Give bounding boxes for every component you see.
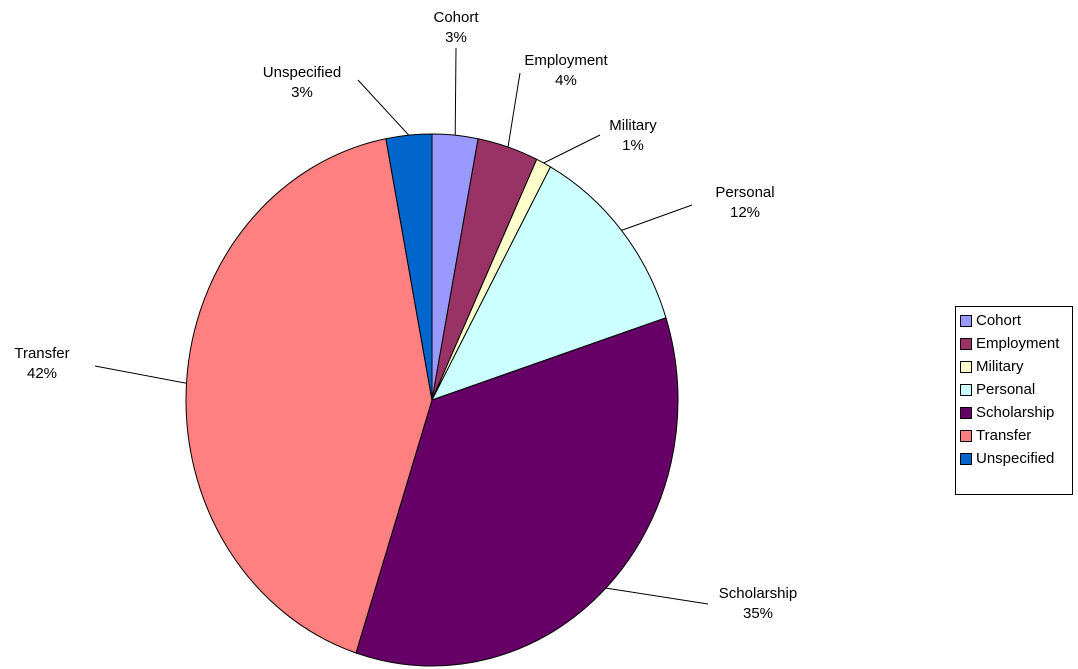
legend-swatch <box>960 337 972 350</box>
leader-line-personal <box>621 204 693 231</box>
slice-labels: Cohort 3% Employment 4%Military 1% Personal 12… <box>14 9 797 622</box>
legend: Cohort Employment Military Personal Scho… <box>955 306 1073 495</box>
legend-label: Transfer <box>976 427 1032 444</box>
legend-label: Scholarship <box>976 404 1055 421</box>
pie-slices <box>185 133 679 667</box>
legend-swatch <box>960 314 972 327</box>
legend-item-transfer: Transfer <box>960 424 1072 447</box>
leader-line-scholarship <box>605 587 709 605</box>
leader-line-employment <box>507 72 521 148</box>
slice-label-cohort: Cohort 3% <box>433 9 479 46</box>
leader-line-transfer <box>94 365 187 384</box>
leader-line-military <box>543 134 601 164</box>
leader-line-cohort <box>454 47 457 136</box>
slice-label-personal: Personal 12% <box>715 184 774 221</box>
legend-item-personal: Personal <box>960 378 1072 401</box>
legend-item-employment: Employment <box>960 332 1072 355</box>
legend-label: Unspecified <box>976 450 1055 467</box>
legend-item-unspecified: Unspecified <box>960 447 1072 470</box>
legend-swatch <box>960 429 972 442</box>
legend-swatch <box>960 452 972 465</box>
legend-label: Military <box>976 358 1024 375</box>
legend-item-military: Military <box>960 355 1072 378</box>
legend-item-scholarship: Scholarship <box>960 401 1072 424</box>
legend-label: Employment <box>976 335 1060 352</box>
legend-label: Personal <box>976 381 1036 398</box>
slice-label-unspecified: Unspecified 3% <box>263 64 341 101</box>
slice-label-scholarship: Scholarship 35% <box>719 585 797 622</box>
leader-lines <box>94 47 709 605</box>
slice-label-transfer: Transfer 42% <box>14 345 69 382</box>
pie-slice-personal <box>430 166 667 401</box>
legend-swatch <box>960 360 972 373</box>
legend-label: Cohort <box>976 312 1022 329</box>
slice-label-employment: Employment 4% <box>524 52 608 89</box>
legend-swatch <box>960 383 972 396</box>
leader-line-unspecified <box>357 79 410 136</box>
legend-item-cohort: Cohort <box>960 309 1072 332</box>
legend-swatch <box>960 406 972 419</box>
slice-label-military: Military 1% <box>609 117 657 154</box>
pie-slice-unspecified <box>385 133 433 401</box>
